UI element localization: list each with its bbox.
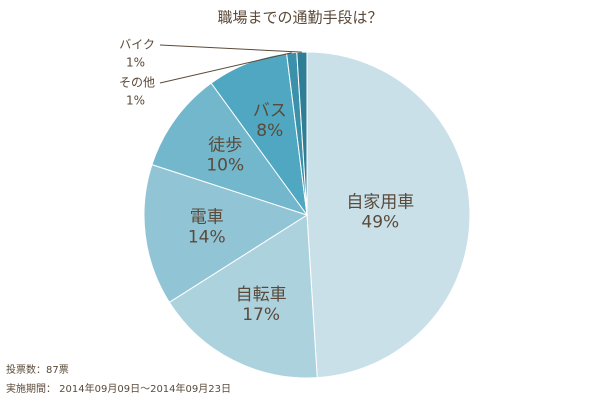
pie-slice xyxy=(306,51,471,379)
slice-value: 1% xyxy=(126,56,145,70)
slice-label: バイク xyxy=(119,38,155,52)
slice-label: 自家用車 xyxy=(346,193,414,213)
note: 投票数：87票 xyxy=(6,363,69,376)
note: 実施期間： 2014年09月09日～2014年09月23日 xyxy=(6,382,231,395)
slice-label: バス xyxy=(253,101,287,121)
slice-value: 49% xyxy=(361,213,399,233)
pie-slice xyxy=(143,163,309,304)
slice-value: 14% xyxy=(188,228,226,248)
slice-label: その他 xyxy=(119,76,155,90)
slice-value: 1% xyxy=(126,94,145,108)
slice-value: 10% xyxy=(206,156,244,176)
slice-label: 自転車 xyxy=(236,285,287,305)
pie-slice xyxy=(168,214,318,379)
chart-title: 職場までの通勤手段は？ xyxy=(217,9,382,27)
pie-slice xyxy=(151,82,309,216)
leader-line xyxy=(159,44,302,53)
slice-value: 8% xyxy=(256,121,283,141)
slice-label: 電車 xyxy=(190,208,224,228)
leader-line xyxy=(159,52,292,84)
slice-label: 徒歩 xyxy=(208,136,242,156)
slice-value: 17% xyxy=(242,305,280,325)
